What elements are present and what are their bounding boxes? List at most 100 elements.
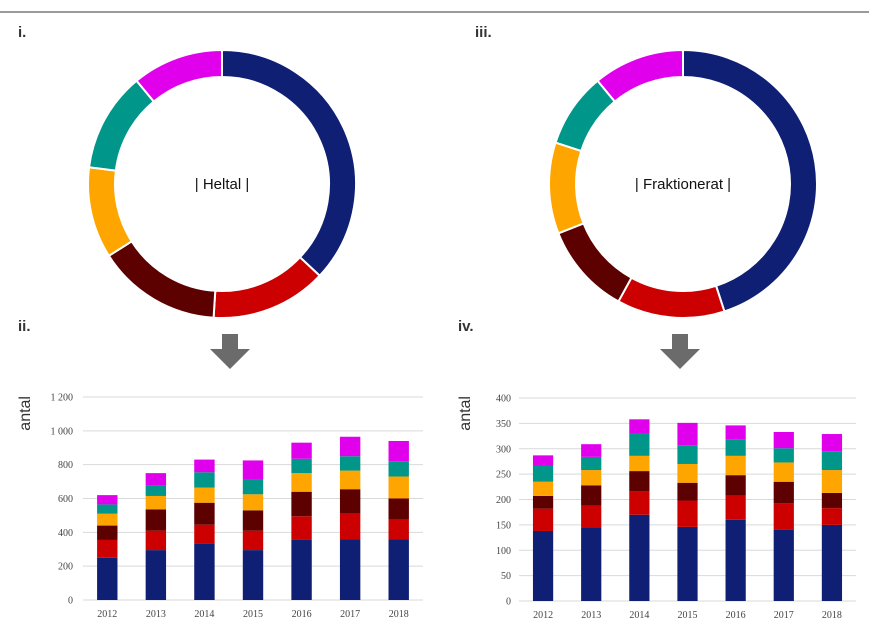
panel-label-ii: ii.	[18, 318, 31, 335]
bar-segment	[821, 451, 843, 471]
bar-segment	[677, 422, 698, 446]
top-divider	[0, 11, 869, 13]
bar-segment	[629, 491, 650, 515]
bar-segment	[242, 479, 264, 495]
bar-segment	[725, 425, 746, 440]
bar-segment	[821, 434, 843, 452]
y-tick-label: 400	[496, 394, 511, 405]
donut-slice	[221, 48, 357, 278]
y-tick-label: 200	[58, 562, 73, 573]
bar-segment	[388, 440, 409, 462]
donut-slice	[87, 166, 134, 258]
bar-segment	[725, 495, 746, 520]
x-tick-label: 2014	[194, 609, 214, 620]
bar-segment	[677, 500, 698, 527]
bar-segment	[629, 455, 650, 472]
bar-segment	[532, 495, 554, 509]
bar-segment	[821, 492, 843, 509]
bar-segment	[291, 442, 312, 459]
bar-segment	[581, 444, 602, 457]
y-tick-label: 50	[501, 571, 511, 582]
bar-segment	[773, 529, 794, 601]
x-tick-label: 2017	[774, 610, 794, 621]
bar-segment	[388, 539, 409, 600]
bar-segment	[145, 550, 167, 600]
bar-segment	[339, 470, 361, 490]
bar-segment	[821, 524, 843, 601]
donut-fraktionerat: | Fraktionerat |	[548, 48, 818, 319]
donut-slice	[557, 222, 633, 303]
bar-segment	[291, 458, 312, 474]
y-tick-label: 0	[68, 596, 73, 607]
bar-segment	[291, 491, 312, 517]
x-tick-label: 2015	[243, 609, 263, 620]
bar-segment	[339, 513, 361, 540]
bar-segment	[242, 494, 264, 511]
bar-segment	[97, 525, 118, 540]
bar-segment	[725, 455, 746, 476]
donut-slice	[135, 48, 223, 103]
bar-segment	[725, 439, 746, 456]
bar-segment	[339, 489, 361, 514]
panel-label-iv: iv.	[458, 318, 474, 335]
bar-segment	[388, 498, 409, 520]
x-tick-label: 2018	[822, 610, 842, 621]
bar-segment	[291, 539, 312, 600]
bar-segment	[532, 481, 554, 496]
bar-segment	[581, 470, 602, 486]
y-axis-label: antal	[17, 396, 34, 431]
bar-segment	[194, 459, 215, 473]
bar-segment	[725, 475, 746, 496]
bar-segment	[339, 456, 361, 471]
bar-segment	[145, 473, 167, 486]
x-tick-label: 2013	[146, 609, 166, 620]
bar-segment	[145, 530, 167, 551]
x-tick-label: 2013	[581, 610, 601, 621]
bar-segment	[388, 519, 409, 540]
y-tick-label: 100	[496, 546, 511, 557]
bar-segment	[388, 461, 409, 477]
bar-segment	[581, 505, 602, 528]
bar-segment	[677, 463, 698, 483]
bar-segment	[629, 419, 650, 434]
bar-segment	[532, 455, 554, 466]
bar-segment	[97, 539, 118, 558]
bar-segment	[581, 527, 602, 601]
y-tick-label: 200	[496, 495, 511, 506]
donut-center-label: | Heltal |	[195, 176, 249, 193]
x-tick-label: 2014	[629, 610, 649, 621]
bar-segment	[581, 485, 602, 506]
bar-segment	[194, 502, 215, 525]
bar-segment	[773, 481, 794, 504]
donut-slice	[87, 79, 156, 172]
down-arrow-icon	[660, 334, 700, 369]
bar-segment	[97, 513, 118, 526]
bar-segment	[725, 519, 746, 601]
bar-segment	[532, 465, 554, 482]
donut-slice	[107, 239, 217, 319]
bar-segment	[773, 432, 794, 449]
x-tick-label: 2017	[340, 609, 360, 620]
y-tick-label: 250	[496, 470, 511, 481]
bar-segment	[581, 456, 602, 471]
bar-segment	[194, 543, 215, 600]
bar-segment	[773, 503, 794, 530]
donut-slice	[212, 255, 322, 319]
bar-segment	[242, 530, 264, 551]
down-arrow-icon	[210, 334, 250, 369]
donut-center-label: | Fraktionerat |	[635, 176, 731, 193]
bar-segment	[532, 530, 554, 601]
bar-segment	[629, 471, 650, 492]
bar-segment	[291, 516, 312, 540]
bar-segment	[532, 508, 554, 531]
bar-segment	[773, 448, 794, 463]
donut-slice	[617, 276, 726, 319]
bar-segment	[821, 470, 843, 493]
x-tick-label: 2016	[292, 609, 312, 620]
x-tick-label: 2018	[389, 609, 409, 620]
bar-segment	[629, 514, 650, 601]
y-tick-label: 1 000	[51, 426, 74, 437]
y-tick-label: 400	[58, 528, 73, 539]
donut-slice	[548, 141, 585, 235]
